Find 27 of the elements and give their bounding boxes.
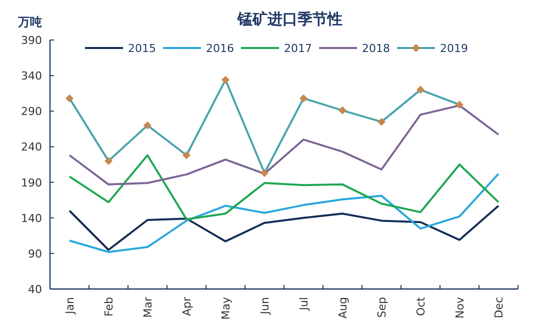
y-tick-label: 290 [21,105,42,118]
legend-label: 2015 [128,42,156,55]
y-axis-title: 万吨 [17,15,42,29]
y-tick-label: 140 [21,212,42,225]
x-tick-label: Oct [414,296,428,316]
y-tick-label: 340 [21,70,42,83]
y-tick-label: 390 [21,34,42,47]
x-tick-label: Feb [102,296,116,316]
x-tick-label: Aug [336,297,350,318]
chart-title: 锰矿进口季节性 [236,10,342,28]
x-tick-label: Nov [454,296,466,318]
x-tick-label: May [220,296,232,320]
x-tick-label: Jul [298,297,310,312]
y-tick-label: 40 [28,283,42,296]
legend-label: 2017 [284,42,312,55]
x-tick-label: Jun [258,296,272,316]
y-tick-label: 240 [21,140,42,154]
y-tick-label: 90 [28,247,42,260]
x-tick-label: Sep [376,296,388,318]
x-tick-label: Jan [64,296,76,315]
x-tick-label: Mar [142,296,154,318]
legend-label: 2018 [362,42,390,55]
y-tick-label: 190 [21,176,42,190]
x-tick-label: Apr [180,296,194,316]
legend-label: 2019 [440,42,468,55]
x-tick-label: Dec [492,297,506,318]
legend-label: 2016 [206,42,234,55]
